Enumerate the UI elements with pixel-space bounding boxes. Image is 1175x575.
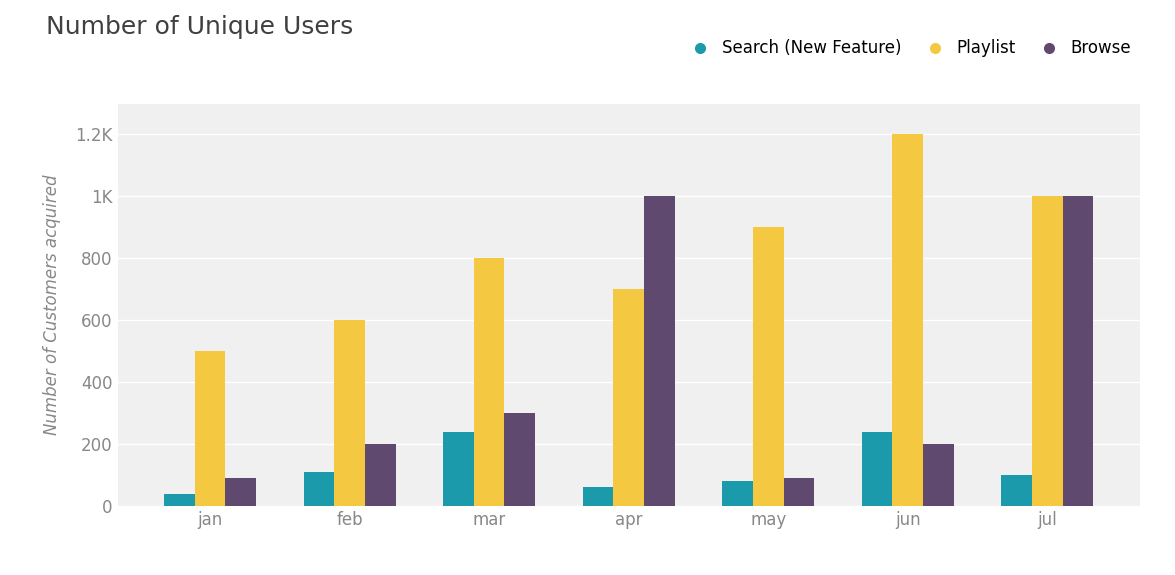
Bar [165,493,195,506]
Bar [474,258,504,506]
Bar [334,320,365,506]
Bar [924,444,954,506]
Bar [195,351,226,506]
Bar [1001,475,1032,506]
Bar [723,481,753,506]
Bar [861,432,892,506]
Bar [443,432,474,506]
Bar [613,289,644,506]
Bar [1032,197,1062,506]
Legend: Search (New Feature), Playlist, Browse: Search (New Feature), Playlist, Browse [684,39,1132,58]
Y-axis label: Number of Customers acquired: Number of Customers acquired [43,174,61,435]
Bar [644,197,674,506]
Bar [365,444,396,506]
Bar [1062,197,1093,506]
Bar [784,478,814,506]
Bar [303,472,334,506]
Bar [583,488,613,506]
Bar [892,135,924,506]
Bar [504,413,535,506]
Bar [226,478,256,506]
Bar [753,227,784,506]
Text: Number of Unique Users: Number of Unique Users [46,16,354,39]
